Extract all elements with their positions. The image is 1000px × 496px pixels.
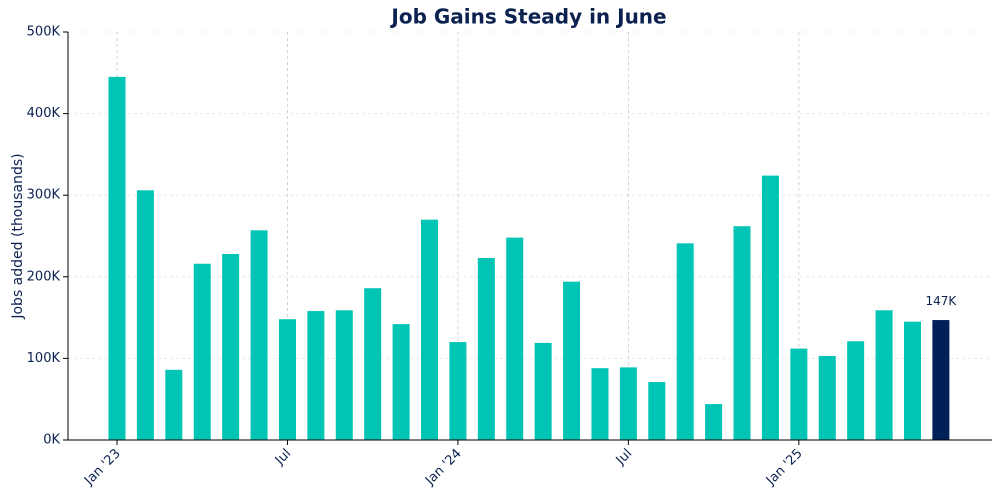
bar [222, 253, 240, 440]
bar [790, 348, 808, 440]
bar [506, 237, 524, 440]
bar [108, 76, 126, 440]
bar [250, 230, 268, 440]
bar [903, 321, 921, 440]
y-tick-label: 100K [27, 351, 61, 366]
y-axis-label: Jobs added (thousands) [10, 153, 26, 319]
data-label: 147K [925, 294, 957, 308]
bar [733, 226, 751, 440]
x-tick-label: Jan '23 [81, 446, 124, 489]
bar [591, 368, 609, 440]
bar [563, 281, 581, 440]
bar [847, 341, 865, 440]
bar [165, 369, 183, 440]
y-tick-label: 0K [43, 433, 60, 448]
bar [932, 320, 950, 440]
x-tick-label: Jan '25 [763, 446, 806, 489]
bar [648, 382, 666, 440]
bar [705, 404, 723, 440]
bar [335, 310, 353, 440]
bar [449, 342, 467, 440]
bar [392, 324, 410, 440]
bar [818, 355, 836, 440]
bar [477, 258, 495, 440]
x-tick-label: Jul [613, 446, 635, 468]
bar [364, 288, 382, 440]
bar [421, 219, 439, 440]
y-tick-label: 200K [27, 269, 61, 284]
bar [619, 367, 637, 440]
x-tick-label: Jan '24 [422, 446, 465, 489]
bar [307, 311, 325, 440]
bar [193, 263, 211, 440]
bar [534, 342, 552, 440]
bar [761, 175, 779, 440]
bar [875, 310, 893, 440]
x-tick-label: Jul [272, 446, 294, 468]
y-tick-label: 400K [27, 106, 61, 121]
bar [136, 190, 154, 440]
y-tick-label: 300K [27, 188, 61, 203]
y-tick-label: 500K [27, 25, 61, 40]
bar [676, 243, 694, 440]
chart-title: Job Gains Steady in June [389, 5, 666, 29]
bar [278, 319, 296, 440]
